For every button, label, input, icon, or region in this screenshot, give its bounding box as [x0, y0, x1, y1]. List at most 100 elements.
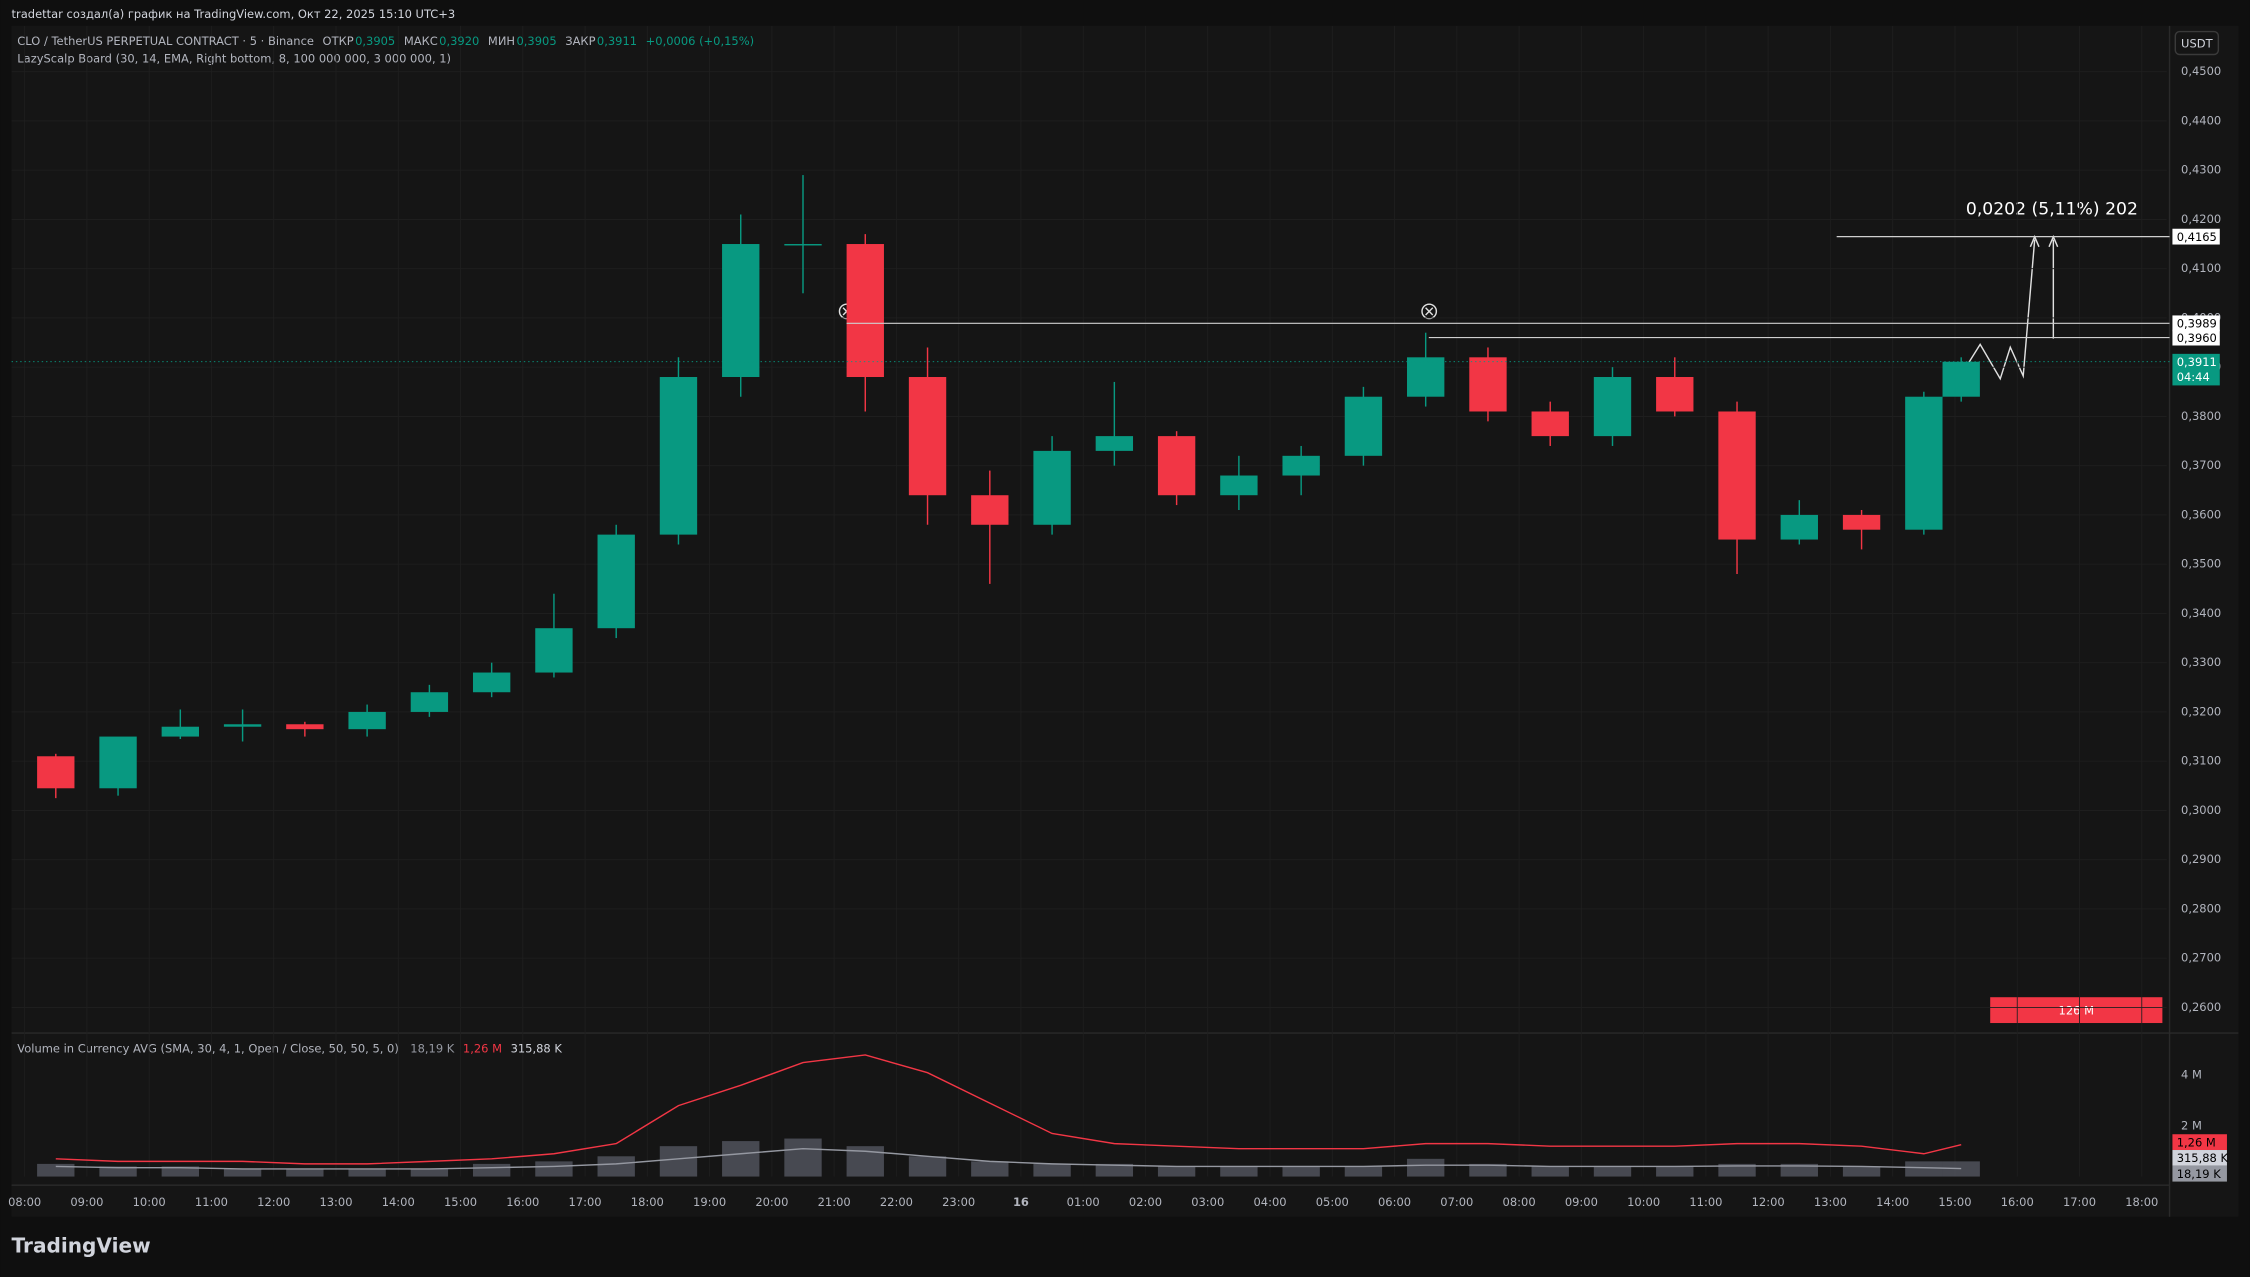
volume-bar	[1033, 1163, 1071, 1177]
y-tick-label: 0,3200	[2181, 704, 2221, 718]
candle-body	[1095, 436, 1134, 451]
x-tick-label: 03:00	[1191, 1195, 1224, 1209]
candle-body	[659, 377, 698, 535]
cross-icon	[1421, 303, 1438, 320]
x-tick-label: 08:00	[1503, 1195, 1536, 1209]
candle-body	[846, 244, 884, 378]
y-tick-label: 0,3100	[2181, 754, 2221, 768]
y-tick-label: 0,3400	[2181, 606, 2221, 620]
x-tick-label: 16	[1013, 1195, 1029, 1209]
volume-bar	[784, 1138, 822, 1177]
x-tick-label: 18:00	[2125, 1195, 2158, 1209]
x-tick-label: 23:00	[942, 1195, 975, 1209]
candle-body	[161, 726, 199, 737]
y-tick-label: 0,2600	[2181, 1000, 2221, 1014]
x-tick-label: 13:00	[1814, 1195, 1847, 1209]
volume-bar	[1842, 1166, 1881, 1177]
x-tick-label: 02:00	[1129, 1195, 1162, 1209]
candle-body	[99, 736, 137, 789]
cross-icon	[1425, 307, 1434, 316]
volume-axis-badge	[2172, 1150, 2227, 1166]
volume-bar	[971, 1161, 1009, 1177]
volume-bar	[1095, 1163, 1134, 1177]
candle-body	[348, 711, 386, 730]
x-tick-label: 22:00	[880, 1195, 913, 1209]
candle-body	[722, 244, 760, 378]
volume-bar	[1718, 1163, 1756, 1177]
x-tick-label: 14:00	[382, 1195, 415, 1209]
candle-body	[1656, 377, 1694, 412]
indicator-title: LazyScalp Board (30, 14, EMA, Right bott…	[17, 51, 451, 65]
legend-change: +0,0006 (+0,15%)	[646, 34, 754, 48]
volume-bar	[1157, 1166, 1196, 1177]
volume-bar	[535, 1161, 573, 1177]
x-tick-label: 21:00	[818, 1195, 851, 1209]
x-tick-label: 12:00	[257, 1195, 290, 1209]
x-tick-label: 15:00	[1938, 1195, 1971, 1209]
volume-bar	[1942, 1161, 1980, 1177]
brand: TradingView	[12, 1233, 151, 1257]
volume-bar	[1780, 1163, 1818, 1177]
candle-body	[1593, 377, 1632, 437]
x-tick-label: 16:00	[506, 1195, 539, 1209]
legend-key: ОТКР	[323, 34, 354, 48]
x-tick-label: 19:00	[693, 1195, 726, 1209]
legend-key: МАКС	[404, 34, 438, 48]
volume-axis-badge	[2172, 1134, 2227, 1151]
x-tick-label: 04:00	[1253, 1195, 1286, 1209]
volume-title: Volume in Currency AVG (SMA, 30, 4, 1, O…	[17, 1041, 399, 1055]
chart-area	[11, 25, 2239, 1217]
y-tick-label: 0,3600	[2181, 507, 2221, 521]
candle-body	[784, 244, 822, 246]
x-tick-label: 07:00	[1440, 1195, 1473, 1209]
volume-bar	[348, 1168, 386, 1177]
current-price-badge	[2172, 353, 2220, 386]
candle-body	[1033, 450, 1071, 525]
y-tick-label: 0,3000	[2181, 803, 2221, 817]
candle-body	[1407, 357, 1445, 397]
y-tick-label: 0,4200	[2181, 212, 2221, 226]
level-badge	[2172, 315, 2220, 332]
x-tick-label: 20:00	[755, 1195, 788, 1209]
volume-bar	[597, 1156, 635, 1177]
projection-path	[1950, 239, 2036, 391]
volume-bar	[1905, 1161, 1943, 1177]
volume-bar	[722, 1141, 760, 1177]
x-tick-label: 13:00	[319, 1195, 352, 1209]
y-tick-label: 0,4300	[2181, 163, 2221, 177]
level-badge	[2172, 329, 2220, 346]
volume-bar	[659, 1146, 698, 1177]
candle-body	[1842, 514, 1881, 530]
x-tick-label: 09:00	[1565, 1195, 1598, 1209]
board-label: 126 M	[2059, 1003, 2094, 1017]
volume-bar	[1407, 1158, 1445, 1177]
y-tick-label: 0,3700	[2181, 458, 2221, 472]
x-tick-label: 10:00	[1627, 1195, 1660, 1209]
volume-bar	[472, 1163, 511, 1177]
volume-bar	[286, 1168, 324, 1177]
candle-body	[410, 692, 449, 712]
countdown: 04:44	[2177, 370, 2210, 384]
volume-tick-label: 2 M	[2181, 1118, 2202, 1132]
x-tick-label: 06:00	[1378, 1195, 1411, 1209]
volume-axis-label: 315,88 K	[2177, 1151, 2229, 1165]
volume-legend: 315,88 K	[511, 1041, 563, 1055]
candle-body	[223, 724, 262, 727]
y-tick-label: 0,4100	[2181, 261, 2221, 275]
candle-body	[908, 377, 947, 496]
candle-body	[597, 534, 635, 629]
level-label: 0,3989	[2177, 317, 2217, 331]
volume-axis-label: 18,19 K	[2177, 1167, 2221, 1181]
legend-value: 0,3920	[439, 34, 479, 48]
volume-bar	[1593, 1166, 1632, 1177]
volume-legend: 1,26 M	[463, 1041, 502, 1055]
volume-bar	[908, 1156, 947, 1177]
y-tick-label: 0,3500	[2181, 557, 2221, 571]
legend-key: МИН	[488, 34, 515, 48]
level-badge	[2172, 228, 2220, 245]
x-tick-label: 09:00	[70, 1195, 103, 1209]
x-tick-label: 10:00	[133, 1195, 166, 1209]
x-tick-label: 05:00	[1316, 1195, 1349, 1209]
x-tick-label: 08:00	[8, 1195, 41, 1209]
